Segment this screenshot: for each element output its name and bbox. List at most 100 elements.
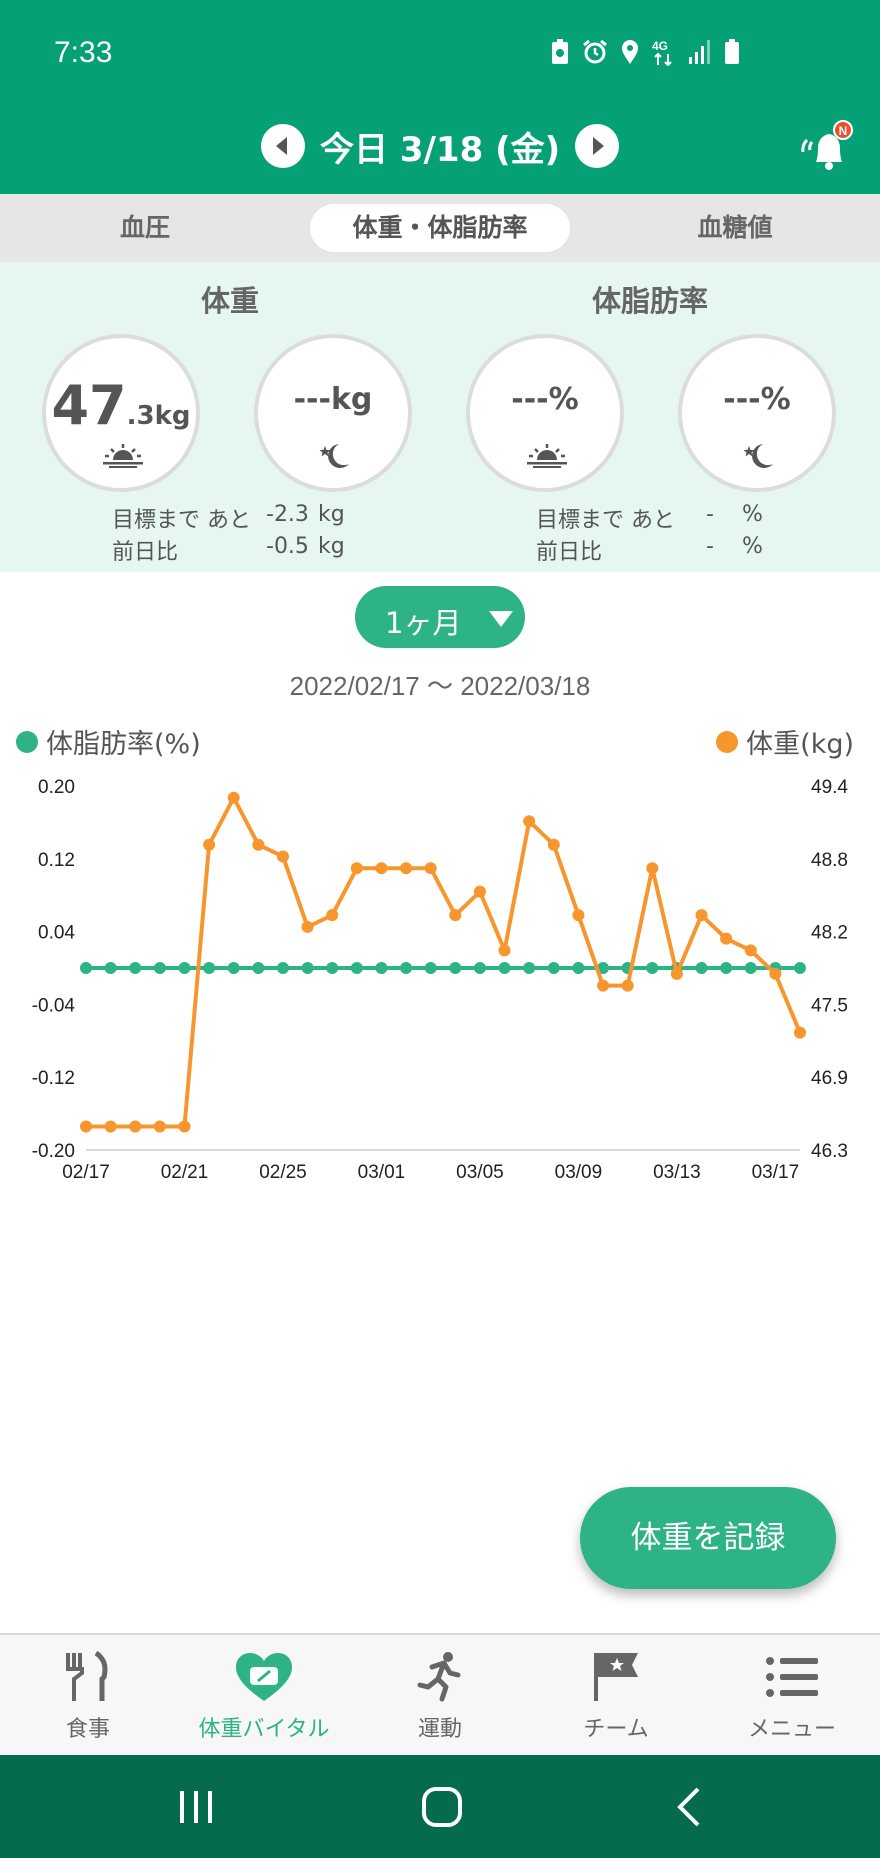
nav-weight-vital[interactable]: 体重バイタル: [176, 1635, 352, 1757]
weight-prev-unit: kg: [318, 534, 345, 559]
y-right-tick-label: 46.9: [811, 1068, 848, 1089]
weight-series-line: [86, 795, 802, 1129]
body-fat-data-point: [375, 962, 388, 974]
y-right-tick-label: 49.4: [811, 777, 848, 798]
weight-data-point: [597, 979, 610, 992]
date-header: 今日 3/18 (金) N: [0, 110, 880, 194]
weight-goal-row: 目標まで あと -2.3 kg: [112, 502, 412, 533]
period-dropdown[interactable]: 1ヶ月: [355, 586, 525, 648]
body-fat-title: 体脂肪率: [591, 284, 708, 318]
body-fat-data-point: [424, 962, 437, 974]
y-right-tick-label: 48.2: [811, 923, 848, 944]
weight-data-point: [424, 862, 437, 875]
fat-goal-value: -: [706, 502, 714, 527]
nav-exercise[interactable]: 運動: [352, 1635, 528, 1757]
recent-apps-icon[interactable]: [176, 1785, 216, 1829]
previous-day-button[interactable]: [261, 124, 305, 168]
weight-data-point: [769, 967, 782, 980]
date-range: 2022/02/17 〜 2022/03/18: [289, 671, 591, 701]
body-fat-data-point: [794, 962, 806, 974]
weight-data-point: [400, 862, 413, 875]
record-weight-button[interactable]: 体重を記録: [580, 1487, 836, 1589]
evening-weight-circle[interactable]: ---kg: [254, 334, 412, 492]
body-fat-data-point: [449, 962, 462, 974]
weight-data-point: [129, 1120, 142, 1133]
body-fat-data-point: [153, 962, 166, 974]
weight-data-point: [326, 909, 339, 922]
notification-button[interactable]: N: [785, 118, 855, 178]
fat-prev-label: 前日比: [536, 540, 603, 565]
evening-weight-value: ---kg: [293, 382, 373, 417]
nav-meals[interactable]: 食事: [0, 1635, 176, 1757]
nav-team[interactable]: チーム: [528, 1635, 704, 1757]
sunrise-icon: [527, 444, 567, 468]
bell-icon: N: [801, 120, 853, 170]
body-fat-data-point: [572, 962, 585, 974]
moon-star-icon: [743, 444, 773, 468]
next-day-button[interactable]: [575, 124, 619, 168]
x-tick-label: 02/21: [161, 1162, 209, 1183]
weight-data-point: [498, 944, 511, 957]
body-fat-data-point: [276, 962, 289, 974]
status-bar: 7:33 4G: [0, 0, 880, 110]
triangle-right-icon: [593, 137, 604, 155]
morning-weight-decimal: .3: [126, 401, 155, 431]
weight-data-point: [350, 862, 363, 875]
weight-data-point: [744, 944, 757, 957]
fork-knife-icon: [66, 1651, 108, 1701]
morning-weight-integer: 47: [51, 374, 127, 437]
battery-icon: [725, 39, 739, 64]
body-fat-data-point: [523, 962, 536, 974]
body-fat-data-point: [720, 962, 733, 974]
legend-weight-label: 体重(kg): [746, 729, 854, 760]
status-icons: 4G: [550, 38, 740, 66]
evening-body-fat-circle[interactable]: ---%: [678, 334, 836, 492]
body-fat-data-point: [104, 962, 117, 974]
weight-data-point: [153, 1120, 166, 1133]
weight-data-point: [473, 885, 486, 898]
x-tick-label: 03/09: [555, 1162, 603, 1183]
body-fat-data-point: [695, 962, 708, 974]
x-tick-label: 03/17: [752, 1162, 800, 1183]
fat-goal-label: 目標まで あと: [536, 508, 675, 533]
y-left-tick-label: -0.04: [32, 995, 76, 1016]
body-fat-data-point: [80, 962, 92, 974]
home-icon[interactable]: [420, 1785, 464, 1829]
body-fat-data-point: [129, 962, 142, 974]
morning-body-fat-circle[interactable]: ---%: [466, 334, 624, 492]
y-right-tick-label: 46.3: [811, 1141, 848, 1162]
weight-data-point: [375, 862, 388, 875]
legend-body-fat-label: 体脂肪率(%): [46, 729, 201, 760]
nav-team-label: チーム: [583, 1717, 649, 1742]
y-right-tick-label: 48.8: [811, 850, 848, 871]
body-fat-data-point: [498, 962, 511, 974]
evening-body-fat-value: ---%: [723, 382, 791, 417]
body-fat-data-point: [473, 962, 486, 974]
x-tick-label: 03/13: [653, 1162, 701, 1183]
tab-blood-pressure[interactable]: 血圧: [119, 213, 170, 242]
x-tick-label: 03/01: [358, 1162, 406, 1183]
nav-menu[interactable]: メニュー: [704, 1635, 880, 1757]
nav-weight-vital-label: 体重バイタル: [198, 1717, 330, 1742]
body-fat-data-point: [227, 962, 240, 974]
alarm-icon: [583, 39, 607, 64]
caret-down-icon: [489, 611, 513, 627]
body-fat-data-point: [252, 962, 265, 974]
y-left-tick-label: 0.04: [38, 923, 75, 944]
summary-panel: 体重 体脂肪率 47.3kg ---kg ---% ---%: [0, 262, 880, 572]
fat-goal-unit: %: [742, 502, 763, 527]
weight-data-point: [621, 979, 634, 992]
current-date: 今日 3/18 (金): [320, 130, 561, 170]
morning-weight-circle[interactable]: 47.3kg: [42, 334, 200, 492]
fat-goal-row: 目標まで あと - %: [536, 502, 836, 533]
weight-data-point: [178, 1120, 191, 1133]
body-fat-data-point: [326, 962, 339, 974]
battery-saver-icon: [552, 39, 568, 64]
weight-prev-row: 前日比 -0.5 kg: [112, 534, 412, 565]
tab-weight-body-fat[interactable]: 体重・体脂肪率: [310, 204, 570, 252]
weight-data-point: [670, 967, 683, 980]
weight-data-point: [104, 1120, 117, 1133]
back-icon[interactable]: [672, 1785, 708, 1829]
tab-blood-sugar[interactable]: 血糖値: [697, 213, 773, 242]
weight-goal-unit: kg: [318, 502, 345, 527]
